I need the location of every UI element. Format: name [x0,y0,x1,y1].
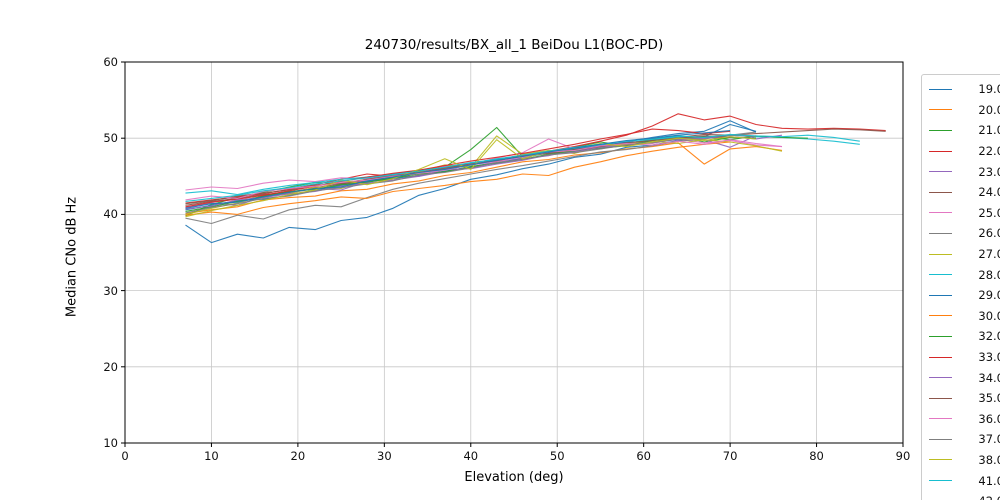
series-line-38.0 [185,136,757,218]
series-line-27.0 [185,135,783,215]
y-tick-label: 30 [103,283,118,298]
series-line-41.0 [185,133,860,202]
legend-label: 24.0 [978,185,1000,200]
legend-line-swatch [929,212,952,214]
legend-item: 27.0 [929,244,1000,265]
legend-label: 42.0 [952,494,1000,500]
legend-line-swatch [929,129,952,131]
legend-label: 29.0 [978,288,1000,303]
legend-item: 32.0 [929,326,1000,347]
legend-line-swatch [929,191,952,193]
legend-label: 22.0 [978,144,1000,159]
legend-label: 19.0 [978,82,1000,97]
legend: 19.0 20.0 21.0 22.0 23.0 24.0 25.0 26.0 27.0 28.0… [921,74,1000,500]
legend-label: 27.0 [978,247,1000,262]
legend-item: 35.0 [929,388,1000,409]
legend-item: 19.0 [929,79,1000,100]
legend-label: 36.0 [978,411,1000,426]
series-line-32.0 [185,135,808,212]
legend-line-swatch [929,438,952,440]
legend-label: 23.0 [978,164,1000,179]
legend-label: 32.0 [978,329,1000,344]
y-tick-label: 40 [103,207,118,222]
legend-item: 30.0 [929,306,1000,327]
series-line-30.0 [185,141,731,216]
legend-label: 30.0 [978,308,1000,323]
legend-line-swatch [929,171,952,173]
legend-item: 20.0 [929,100,1000,121]
x-tick-label: 0 [121,449,129,463]
series-line-33.0 [185,128,731,208]
legend-item: 37.0 [929,429,1000,450]
y-tick-label: 20 [103,359,118,374]
legend-line-swatch [929,335,952,337]
legend-line-swatch [929,377,952,379]
x-tick-label: 40 [463,449,479,463]
legend-label: 33.0 [978,350,1000,365]
legend-item: 38.0 [929,450,1000,471]
legend-line-swatch [929,150,952,152]
legend-item: 21.0 [929,120,1000,141]
legend-item: 25.0 [929,203,1000,224]
x-tick-label: 30 [377,449,392,463]
series-line-34.0 [185,134,783,210]
x-tick-label: 60 [636,449,651,463]
legend-label: 37.0 [978,432,1000,447]
legend-label: 41.0 [978,473,1000,488]
legend-label: 35.0 [978,391,1000,406]
legend-item: 29.0 [929,285,1000,306]
legend-line-swatch [929,397,952,399]
legend-line-swatch [929,294,952,296]
legend-label: 25.0 [978,205,1000,220]
legend-item: 42.0 [929,491,1000,500]
legend-line-swatch [929,459,952,461]
legend-line-swatch [929,88,952,90]
legend-item: 41.0 [929,470,1000,491]
x-tick-label: 80 [809,449,824,463]
legend-line-swatch [929,109,952,111]
legend-item: 36.0 [929,409,1000,430]
series-line-36.0 [185,139,783,201]
legend-label: 34.0 [978,370,1000,385]
legend-line-swatch [929,418,952,420]
x-tick-label: 70 [722,449,738,463]
legend-label: 28.0 [978,267,1000,282]
legend-label: 26.0 [978,226,1000,241]
legend-label: 20.0 [978,102,1000,117]
legend-line-swatch [929,232,952,234]
y-tick-label: 10 [103,436,118,450]
legend-line-swatch [929,274,952,276]
legend-item: 22.0 [929,141,1000,162]
legend-item: 33.0 [929,347,1000,368]
legend-line-swatch [929,315,952,317]
legend-item: 26.0 [929,223,1000,244]
series-line-42.0 [185,130,731,209]
legend-line-swatch [929,253,952,255]
legend-label: 38.0 [978,452,1000,467]
x-axis-label: Elevation (deg) [464,470,564,485]
legend-item: 34.0 [929,367,1000,388]
y-tick-label: 50 [103,131,118,146]
y-tick-label: 60 [103,55,118,69]
legend-line-swatch [929,356,952,358]
legend-label: 21.0 [978,123,1000,138]
plot-box-spines [124,61,904,444]
legend-line-swatch [929,480,952,482]
chart-title: 240730/results/BX_all_1 BeiDou L1(BOC-PD… [364,37,664,53]
series-line-35.0 [185,135,731,205]
legend-item: 24.0 [929,182,1000,203]
x-tick-label: 10 [204,449,219,463]
x-tick-label: 90 [895,449,911,463]
legend-item: 28.0 [929,264,1000,285]
series-line-20.0 [185,142,783,215]
x-tick-label: 20 [290,449,306,463]
x-tick-label: 50 [549,449,565,463]
legend-item: 23.0 [929,161,1000,182]
